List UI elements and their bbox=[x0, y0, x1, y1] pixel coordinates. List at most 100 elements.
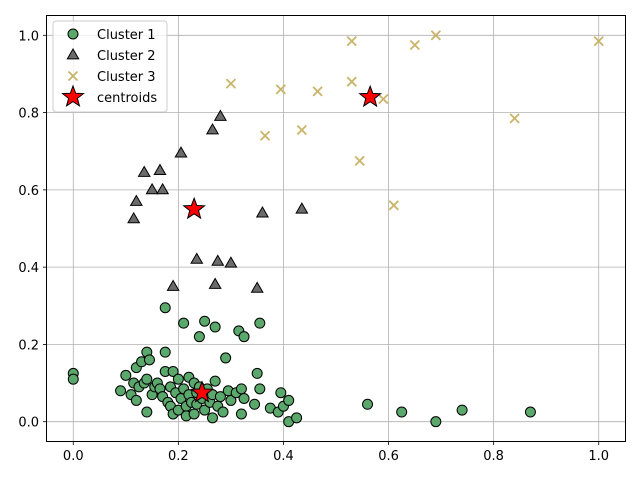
centroid-point bbox=[358, 84, 382, 108]
legend-label: Cluster 2 bbox=[97, 49, 156, 64]
data-point bbox=[254, 383, 266, 395]
x-tick-label: 1.0 bbox=[588, 449, 609, 464]
data-point bbox=[224, 256, 238, 268]
legend-marker-icon bbox=[67, 70, 79, 82]
data-point bbox=[174, 146, 188, 158]
data-point bbox=[67, 373, 79, 385]
data-point bbox=[199, 315, 211, 327]
legend-label: Cluster 3 bbox=[97, 70, 156, 85]
data-point bbox=[217, 406, 229, 418]
data-point bbox=[209, 321, 221, 333]
data-point bbox=[362, 398, 374, 410]
data-point bbox=[251, 367, 263, 379]
data-point bbox=[275, 387, 287, 399]
data-point bbox=[346, 35, 357, 47]
data-point bbox=[199, 404, 211, 416]
y-tick-label: 0.4 bbox=[18, 261, 39, 276]
data-point bbox=[249, 398, 261, 410]
y-tick-label: 0.8 bbox=[18, 107, 39, 122]
legend-star-icon bbox=[61, 84, 85, 108]
data-point bbox=[250, 281, 264, 293]
data-point bbox=[296, 124, 307, 136]
y-tick-label: 1.0 bbox=[18, 29, 39, 44]
legend-box bbox=[52, 20, 168, 113]
x-tick-label: 0.6 bbox=[378, 449, 399, 464]
data-point bbox=[346, 76, 357, 87]
data-point bbox=[388, 200, 399, 211]
data-point bbox=[456, 404, 468, 416]
x-tick-label: 0.2 bbox=[168, 449, 189, 464]
data-point bbox=[130, 394, 142, 406]
data-points bbox=[67, 30, 604, 428]
data-point bbox=[396, 406, 408, 418]
data-point bbox=[524, 406, 536, 418]
data-point bbox=[211, 254, 225, 266]
data-point bbox=[159, 302, 171, 314]
data-point bbox=[235, 408, 247, 420]
data-point bbox=[509, 113, 520, 124]
data-point bbox=[143, 354, 155, 366]
data-point bbox=[156, 182, 170, 195]
data-point bbox=[120, 369, 132, 381]
data-point bbox=[235, 383, 247, 395]
x-tick-label: 0.8 bbox=[483, 449, 504, 464]
legend-label: Cluster 1 bbox=[97, 28, 156, 43]
y-tick-label: 0.2 bbox=[18, 338, 39, 353]
data-point bbox=[254, 317, 266, 329]
legend-entry: Cluster 2 bbox=[66, 47, 156, 64]
data-point bbox=[141, 373, 153, 385]
data-point bbox=[153, 163, 167, 175]
data-point bbox=[255, 206, 270, 218]
data-point bbox=[409, 39, 420, 51]
data-point bbox=[430, 30, 441, 41]
data-point bbox=[178, 317, 190, 329]
axes: 0.0 0.2 0.4 0.6 0.8 1.0 0.0 0.2 0.4 0.6 0.8 1.0 bbox=[18, 29, 609, 464]
y-tick-label: 0.6 bbox=[18, 184, 39, 199]
series-centroids bbox=[182, 84, 382, 403]
data-point bbox=[115, 385, 127, 397]
legend-marker-icon bbox=[66, 47, 80, 60]
data-point bbox=[238, 331, 250, 343]
legend-entry: Cluster 1 bbox=[67, 28, 156, 43]
legend-entry: centroids bbox=[61, 84, 157, 108]
data-point bbox=[225, 78, 237, 89]
data-point bbox=[214, 391, 226, 403]
data-point bbox=[354, 155, 365, 167]
centroid-point bbox=[182, 196, 206, 220]
data-point bbox=[193, 331, 205, 343]
data-point bbox=[172, 373, 184, 385]
data-point bbox=[275, 84, 286, 95]
data-point bbox=[593, 35, 604, 47]
data-point bbox=[145, 182, 159, 195]
data-point bbox=[141, 406, 153, 418]
data-point bbox=[129, 194, 143, 206]
series-cluster-3 bbox=[225, 30, 604, 211]
legend: Cluster 1 Cluster 2 Cluster 3 centroids bbox=[52, 20, 168, 113]
legend-label: centroids bbox=[97, 91, 157, 106]
data-point bbox=[291, 412, 303, 424]
data-point bbox=[166, 279, 180, 291]
data-point bbox=[283, 394, 295, 406]
data-point bbox=[220, 352, 232, 364]
data-point bbox=[127, 211, 141, 224]
data-point bbox=[167, 365, 179, 377]
plot-frame bbox=[46, 15, 626, 442]
series-cluster-2 bbox=[127, 109, 309, 293]
legend-entry: Cluster 3 bbox=[67, 70, 156, 85]
data-point bbox=[378, 93, 389, 105]
y-tick-label: 0.0 bbox=[18, 416, 39, 431]
data-point bbox=[209, 375, 221, 387]
data-point bbox=[213, 109, 227, 121]
legend-marker-icon bbox=[67, 28, 79, 40]
data-point bbox=[137, 165, 151, 177]
data-point bbox=[188, 408, 200, 420]
data-point bbox=[430, 416, 442, 428]
data-point bbox=[259, 130, 271, 141]
data-point bbox=[207, 412, 219, 424]
data-point bbox=[312, 86, 323, 97]
data-point bbox=[208, 277, 222, 289]
data-point bbox=[295, 202, 309, 214]
data-point bbox=[159, 346, 171, 358]
data-point bbox=[190, 252, 204, 264]
